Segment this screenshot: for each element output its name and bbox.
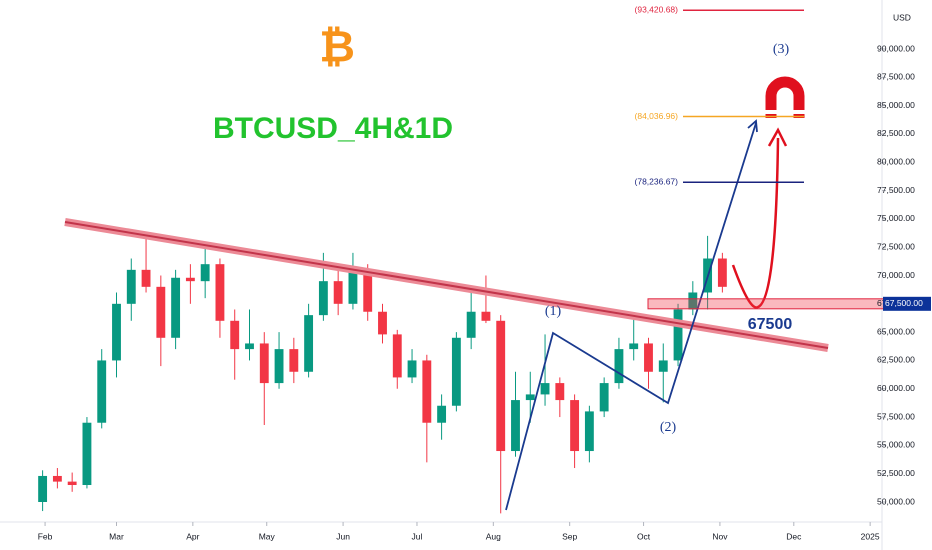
candle-body — [392, 334, 402, 378]
candle-body — [481, 311, 491, 321]
candle-body — [52, 475, 62, 482]
candle-body — [511, 400, 520, 452]
candle-body — [555, 383, 565, 401]
candle-body — [156, 286, 166, 338]
wave-label: (1) — [545, 304, 562, 319]
chart-title: BTCUSD_4H&1D — [213, 112, 453, 145]
candle-body — [141, 269, 151, 287]
projection-arrowhead — [767, 127, 788, 147]
candle-body — [629, 343, 639, 350]
x-tick-label: Nov — [712, 531, 728, 541]
zone-label: 67500 — [748, 316, 793, 333]
y-tick-label: 90,000.00 — [877, 43, 915, 53]
candle-body — [97, 360, 107, 423]
candle-body — [437, 405, 447, 423]
candle-body — [496, 320, 506, 452]
x-tick-label: 2025 — [861, 531, 880, 541]
y-tick-label: 82,500.00 — [877, 128, 915, 138]
trendline — [64, 221, 829, 349]
candle-body — [658, 360, 668, 372]
candle-body — [126, 269, 136, 304]
logo: ₿ — [319, 23, 355, 72]
magnet-tip — [793, 110, 805, 114]
y-tick-label: 62,500.00 — [877, 355, 915, 365]
candle-body — [673, 309, 683, 361]
y-tick-label: 75,000.00 — [877, 213, 915, 223]
candle-body — [67, 481, 77, 486]
level-label: (84,036.96) — [635, 111, 679, 121]
y-tick-label: 52,500.00 — [877, 468, 915, 478]
x-tick-label: Jun — [336, 531, 350, 541]
candle-body — [185, 277, 195, 282]
price-tag — [883, 296, 931, 311]
y-tick-label: 50,000.00 — [877, 496, 915, 506]
candle-body — [318, 281, 328, 316]
y-tick-label: 87,500.00 — [877, 72, 915, 82]
candle-body — [614, 349, 624, 384]
candle-body — [82, 422, 92, 486]
candle-body — [363, 269, 373, 312]
candle-body — [599, 383, 609, 412]
currency-label: USD — [893, 12, 911, 22]
x-tick-label: Aug — [486, 531, 501, 541]
candle-body — [584, 411, 594, 452]
x-tick-label: Oct — [637, 531, 651, 541]
support-zone — [647, 298, 887, 310]
y-tick-label: 70,000.00 — [877, 270, 915, 280]
wave-path — [505, 122, 757, 511]
candle-body — [200, 264, 210, 282]
candle-body — [245, 343, 254, 350]
y-tick-label: 77,500.00 — [877, 185, 915, 195]
candle-body — [259, 343, 269, 384]
projection-curve — [731, 137, 780, 309]
magnet-tip — [765, 110, 777, 114]
wave-arrowhead — [747, 119, 758, 133]
wave-label: (2) — [660, 420, 677, 435]
candle-body — [570, 400, 580, 452]
y-tick-label: 72,500.00 — [877, 241, 915, 251]
candle-body — [38, 475, 48, 503]
x-tick-label: Jul — [412, 531, 423, 541]
x-tick-label: Mar — [109, 531, 124, 541]
candle-body — [378, 311, 387, 335]
y-tick-label: 60,000.00 — [877, 383, 915, 393]
y-tick-label: 65,000.00 — [877, 326, 915, 336]
candle-body — [644, 343, 653, 372]
level-label: (93,420.68) — [635, 5, 679, 15]
candle-body — [304, 315, 314, 372]
candle-body — [688, 292, 698, 310]
candle-body — [230, 320, 240, 350]
y-tick-label: 80,000.00 — [877, 157, 915, 167]
magnet-icon — [765, 76, 805, 118]
candle-body — [407, 360, 417, 378]
x-tick-label: Sep — [562, 531, 577, 541]
y-tick-label: 57,500.00 — [877, 411, 915, 421]
candles — [38, 232, 727, 514]
x-tick-label: Dec — [786, 531, 802, 541]
x-tick-label: May — [259, 531, 276, 541]
x-tick-label: Apr — [186, 531, 199, 541]
candle-body — [112, 303, 121, 361]
y-tick-label: 85,000.00 — [877, 100, 915, 110]
candle-body — [215, 264, 225, 321]
candle-body — [171, 277, 181, 338]
candle-body — [466, 311, 476, 338]
candle-body — [451, 337, 461, 406]
overlay: (93,420.68) (84,036.96) (78,236.67) 67500 — [635, 5, 887, 333]
x-tick-label: Feb — [38, 531, 53, 541]
candle-body — [422, 360, 432, 423]
candle-body — [348, 269, 358, 304]
candle-body — [289, 349, 299, 372]
y-tick-label: 55,000.00 — [877, 440, 915, 450]
candle-body — [540, 383, 550, 395]
price-tag-label: 67,500.00 — [885, 298, 923, 308]
candle-body — [274, 349, 284, 384]
wave-label: (3) — [773, 42, 790, 57]
candle-body — [333, 281, 343, 304]
candle-body — [717, 258, 727, 287]
level-label: (78,236.67) — [635, 176, 679, 186]
candle-body — [525, 394, 535, 401]
